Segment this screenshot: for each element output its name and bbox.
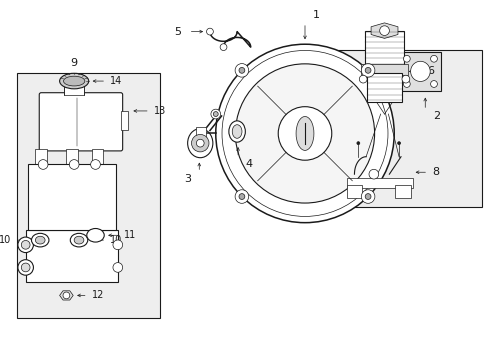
Text: 10: 10: [0, 235, 11, 245]
Circle shape: [359, 75, 366, 83]
Bar: [196, 127, 205, 140]
Bar: [25, 230, 118, 282]
Ellipse shape: [228, 121, 245, 142]
Bar: [66, 149, 78, 165]
Bar: [346, 178, 412, 188]
Circle shape: [113, 262, 122, 272]
Circle shape: [397, 142, 400, 145]
Circle shape: [222, 50, 387, 216]
Text: 12: 12: [91, 291, 104, 300]
Circle shape: [63, 292, 70, 299]
Circle shape: [403, 81, 409, 87]
Circle shape: [21, 263, 30, 272]
Circle shape: [69, 159, 79, 169]
Text: 4: 4: [245, 158, 252, 168]
Bar: [64, 86, 84, 95]
Ellipse shape: [187, 129, 212, 158]
Bar: [91, 149, 103, 165]
Circle shape: [235, 64, 248, 77]
Bar: [365, 31, 403, 66]
Text: 14: 14: [110, 76, 122, 86]
Text: 13: 13: [153, 106, 165, 116]
Bar: [394, 185, 410, 198]
Bar: [17, 73, 160, 318]
FancyBboxPatch shape: [39, 93, 122, 151]
Text: 2: 2: [432, 111, 439, 121]
Circle shape: [18, 260, 33, 275]
Ellipse shape: [74, 236, 84, 244]
Circle shape: [220, 44, 226, 50]
Text: 5: 5: [174, 27, 181, 37]
Ellipse shape: [35, 236, 45, 244]
Circle shape: [38, 159, 48, 169]
Circle shape: [235, 64, 374, 203]
Text: 7: 7: [389, 35, 396, 45]
Ellipse shape: [63, 76, 84, 86]
Circle shape: [368, 169, 378, 179]
Circle shape: [361, 64, 374, 77]
Text: 3: 3: [184, 174, 191, 184]
Circle shape: [239, 194, 244, 199]
Circle shape: [278, 107, 331, 160]
Ellipse shape: [31, 233, 49, 247]
Ellipse shape: [410, 61, 429, 81]
Bar: [361, 64, 407, 75]
Circle shape: [18, 237, 33, 253]
Circle shape: [430, 55, 436, 62]
Circle shape: [215, 44, 393, 223]
Circle shape: [196, 139, 203, 147]
Circle shape: [21, 240, 30, 249]
Circle shape: [365, 194, 370, 199]
Text: 11: 11: [123, 230, 136, 240]
Ellipse shape: [232, 125, 242, 138]
Text: 8: 8: [431, 167, 438, 177]
Ellipse shape: [86, 229, 104, 242]
Circle shape: [365, 67, 370, 73]
Polygon shape: [60, 291, 73, 300]
Ellipse shape: [60, 73, 88, 89]
Circle shape: [210, 109, 220, 119]
Circle shape: [403, 55, 409, 62]
Text: 1: 1: [312, 10, 319, 20]
Circle shape: [90, 159, 100, 169]
Bar: [324, 50, 481, 207]
Circle shape: [235, 190, 248, 203]
Circle shape: [113, 240, 122, 250]
Text: 9: 9: [70, 58, 78, 68]
Circle shape: [361, 190, 374, 203]
Circle shape: [191, 134, 208, 152]
Bar: [121, 111, 128, 130]
Bar: [399, 52, 440, 91]
Circle shape: [206, 28, 213, 35]
Circle shape: [239, 67, 244, 73]
Ellipse shape: [70, 233, 87, 247]
Circle shape: [356, 142, 359, 145]
Circle shape: [379, 26, 388, 36]
Bar: [35, 149, 47, 165]
Bar: [27, 165, 116, 230]
Text: 6: 6: [427, 66, 433, 76]
Circle shape: [213, 112, 218, 117]
Circle shape: [430, 81, 436, 87]
Circle shape: [401, 75, 409, 83]
Bar: [366, 73, 401, 102]
Polygon shape: [370, 23, 397, 39]
Text: 10: 10: [110, 235, 122, 245]
Bar: [346, 185, 362, 198]
Ellipse shape: [295, 117, 313, 150]
